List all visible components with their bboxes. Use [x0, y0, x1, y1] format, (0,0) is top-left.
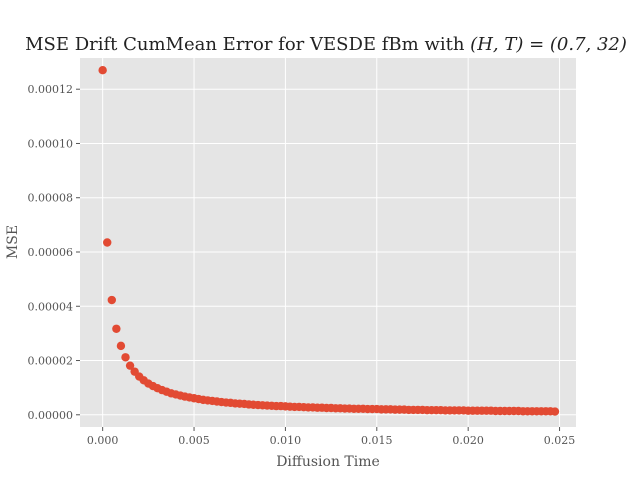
data-point — [112, 324, 121, 333]
y-axis-ticks: 0.00000 0.00002 0.00004 0.00006 0.00008 0.000… — [28, 83, 80, 422]
y-tick-label: 0.00006 — [28, 246, 74, 259]
x-tick-label: 0.000 — [87, 434, 119, 447]
data-point — [107, 295, 116, 305]
y-tick-label: 0.00002 — [28, 355, 74, 368]
x-tick-label: 0.020 — [452, 434, 484, 447]
data-point — [121, 353, 130, 362]
plot-area — [80, 58, 576, 427]
y-tick-label: 0.00004 — [28, 300, 74, 313]
y-axis-label: MSE — [5, 225, 21, 259]
data-point — [125, 361, 135, 370]
data-point — [98, 66, 107, 75]
chart-title: MSE Drift CumMean Error for VESDE fBm wi… — [25, 34, 627, 55]
data-point — [103, 238, 112, 247]
y-tick-label: 0.00010 — [28, 137, 74, 150]
x-tick-label: 0.010 — [270, 434, 302, 447]
y-tick-label: 0.00008 — [28, 192, 74, 205]
data-points — [98, 66, 560, 416]
x-axis-label: Diffusion Time — [276, 454, 380, 470]
data-point — [116, 341, 126, 351]
x-tick-label: 0.025 — [544, 434, 576, 447]
data-point — [550, 407, 560, 416]
x-axis-ticks: 0.000 0.005 0.010 0.015 0.020 0.025 — [87, 427, 575, 447]
chart-title-math: (H, T) = (0.7, 32) — [470, 34, 627, 55]
x-tick-label: 0.015 — [361, 434, 393, 447]
grid-lines — [80, 58, 576, 427]
y-tick-label: 0.00000 — [28, 409, 74, 422]
x-tick-label: 0.005 — [178, 434, 210, 447]
y-tick-label: 0.00012 — [28, 83, 74, 96]
chart-title-prefix: MSE Drift CumMean Error for VESDE fBm wi… — [25, 34, 470, 55]
